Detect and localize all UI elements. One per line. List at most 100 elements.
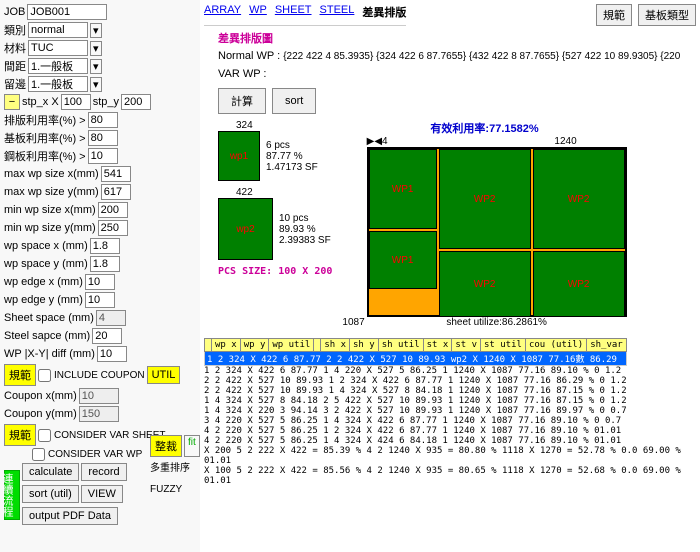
record-button[interactable]: record — [81, 463, 126, 481]
normal-wp-label: Normal WP : — [218, 50, 280, 62]
var-wp-checkbox[interactable] — [32, 448, 45, 461]
table-row[interactable]: 1 4 324 X 527 8 84.18 2 5 422 X 527 10 8… — [204, 396, 696, 406]
tab-sheet[interactable]: SHEET — [275, 4, 312, 23]
r9-input[interactable] — [90, 256, 120, 272]
table-row[interactable]: 3 4 220 X 527 5 86.25 1 4 324 X 422 6 87… — [204, 416, 696, 426]
r5-label: max wp size y(mm) — [4, 186, 99, 198]
table-header[interactable]: st util — [481, 339, 526, 352]
include-coupon-checkbox[interactable] — [38, 369, 51, 382]
fuzzy-label: FUZZY — [150, 484, 200, 495]
r10-input[interactable] — [85, 274, 115, 290]
table-header[interactable]: sh util — [378, 339, 423, 352]
wp-block: WP1 — [369, 231, 437, 289]
table-row[interactable]: 2 2 422 X 527 10 89.93 1 4 324 X 527 8 8… — [204, 386, 696, 396]
r10-label: wp edge x (mm) — [4, 276, 83, 288]
table-row[interactable]: 1 4 324 X 220 3 94.14 3 2 422 X 527 10 8… — [204, 406, 696, 416]
calc-button[interactable]: 計算 — [218, 88, 266, 114]
stpx-input[interactable] — [61, 94, 91, 110]
wp2-preview: wp2 — [218, 198, 273, 260]
dropdown-icon[interactable]: ▾ — [90, 41, 102, 56]
job-input[interactable] — [27, 4, 107, 20]
normal-wp-value: {222 422 4 85.3935} {324 422 6 87.7655} … — [283, 51, 680, 62]
tab-steel[interactable]: STEEL — [320, 4, 355, 23]
margin-label: 留邊 — [4, 76, 26, 92]
proc-button[interactable]: 連續流程 — [4, 470, 20, 520]
r4-input[interactable] — [101, 166, 131, 182]
view-button[interactable]: VIEW — [81, 485, 123, 503]
multi-sort-label: 多重排序 — [150, 459, 200, 474]
dim-1240: 1240 — [554, 136, 576, 147]
spacing-label: 間距 — [4, 58, 26, 74]
coupon-x-input[interactable] — [79, 388, 119, 404]
r3-input[interactable] — [88, 148, 118, 164]
table-header[interactable]: cou (util) — [525, 339, 586, 352]
r13-input[interactable] — [92, 328, 122, 344]
table-row[interactable]: 1 2 324 X 422 6 87.77 1 4 220 X 527 5 86… — [204, 366, 696, 376]
tab-array[interactable]: ARRAY — [204, 4, 241, 23]
tabs: ARRAY WP SHEET STEEL 差異排版 — [204, 4, 406, 26]
sort-util-button[interactable]: sort (util) — [22, 485, 79, 503]
table-header[interactable]: wp y — [240, 339, 269, 352]
dim-422: 422 — [236, 187, 332, 198]
calculate-button[interactable]: calculate — [22, 463, 79, 481]
type-input[interactable] — [28, 22, 88, 38]
util-value: 77.1582% — [489, 123, 539, 135]
table-header[interactable]: wp util — [269, 339, 314, 352]
board-type-button[interactable]: 基板類型 — [638, 4, 696, 26]
table-header[interactable]: wp x — [212, 339, 241, 352]
wp-block: WP2 — [533, 251, 625, 317]
stpy-input[interactable] — [121, 94, 151, 110]
table-highlight-row[interactable]: 1 2 324 X 422 6 87.77 2 2 422 X 527 10 8… — [205, 352, 627, 366]
r11-input[interactable] — [85, 292, 115, 308]
util-label: 有效利用率: — [430, 123, 489, 135]
spec-button-2[interactable]: 規範 — [4, 424, 36, 446]
coupon-y-input[interactable] — [79, 406, 119, 422]
spec-tab-button[interactable]: 規範 — [596, 4, 632, 26]
r12-input[interactable] — [96, 310, 126, 326]
r5-input[interactable] — [101, 184, 131, 200]
data-table: wp xwp ywp util sh xsh ysh utilst xst vst… — [204, 338, 627, 366]
right-panel: ARRAY WP SHEET STEEL 差異排版 規範 基板類型 差異排版圖 … — [200, 0, 700, 552]
table-header[interactable]: sh x — [321, 339, 350, 352]
r7-input[interactable] — [98, 220, 128, 236]
table-header[interactable] — [314, 339, 321, 352]
var-sheet-checkbox[interactable] — [38, 429, 51, 442]
var-sheet-label: CONSIDER VAR SHEET — [54, 430, 166, 441]
sort-button[interactable]: sort — [272, 88, 316, 114]
table-row[interactable]: 4 2 220 X 527 5 86.25 1 4 324 X 424 6 84… — [204, 436, 696, 446]
r14-label: WP |X-Y| diff (mm) — [4, 348, 95, 360]
fit-button[interactable]: fit — [184, 435, 200, 457]
r2-input[interactable] — [88, 130, 118, 146]
tab-wp[interactable]: WP — [249, 4, 267, 23]
table-header[interactable]: sh_var — [587, 339, 627, 352]
minus-button[interactable]: − — [4, 94, 20, 110]
table-header[interactable]: st x — [423, 339, 452, 352]
align-button[interactable]: 整裁 — [150, 435, 182, 457]
r14-input[interactable] — [97, 346, 127, 362]
dropdown-icon[interactable]: ▾ — [90, 77, 102, 92]
margin-input[interactable] — [28, 76, 88, 92]
wp-block: WP2 — [439, 251, 531, 317]
wp1-pct: 87.77 % — [266, 151, 318, 162]
wp2-pct: 89.93 % — [279, 224, 331, 235]
table-header[interactable]: st v — [452, 339, 481, 352]
r1-input[interactable] — [88, 112, 118, 128]
r8-input[interactable] — [90, 238, 120, 254]
table-row[interactable]: 4 2 220 X 527 5 86.25 1 2 324 X 422 6 87… — [204, 426, 696, 436]
util-button[interactable]: UTIL — [147, 366, 181, 384]
spec-button-1[interactable]: 規範 — [4, 364, 36, 386]
output-pdf-button[interactable]: output PDF Data — [22, 507, 118, 525]
stpy-label: stp_y — [93, 96, 119, 108]
table-header[interactable] — [205, 339, 212, 352]
material-input[interactable] — [28, 40, 88, 56]
r6-input[interactable] — [98, 202, 128, 218]
table-row[interactable]: 2 2 422 X 527 10 89.93 1 2 324 X 422 6 8… — [204, 376, 696, 386]
spacing-input[interactable] — [28, 58, 88, 74]
dropdown-icon[interactable]: ▾ — [90, 23, 102, 38]
table-header[interactable]: sh y — [350, 339, 379, 352]
wp2-sf: 2.39383 SF — [279, 235, 331, 246]
footer-row-1: X 200 5 2 222 X 422 = 85.39 % 4 2 1240 X… — [204, 446, 696, 466]
tab-diff[interactable]: 差異排版 — [362, 4, 406, 23]
dropdown-icon[interactable]: ▾ — [90, 59, 102, 74]
diagram-title: 差異排版圖 — [218, 30, 682, 46]
